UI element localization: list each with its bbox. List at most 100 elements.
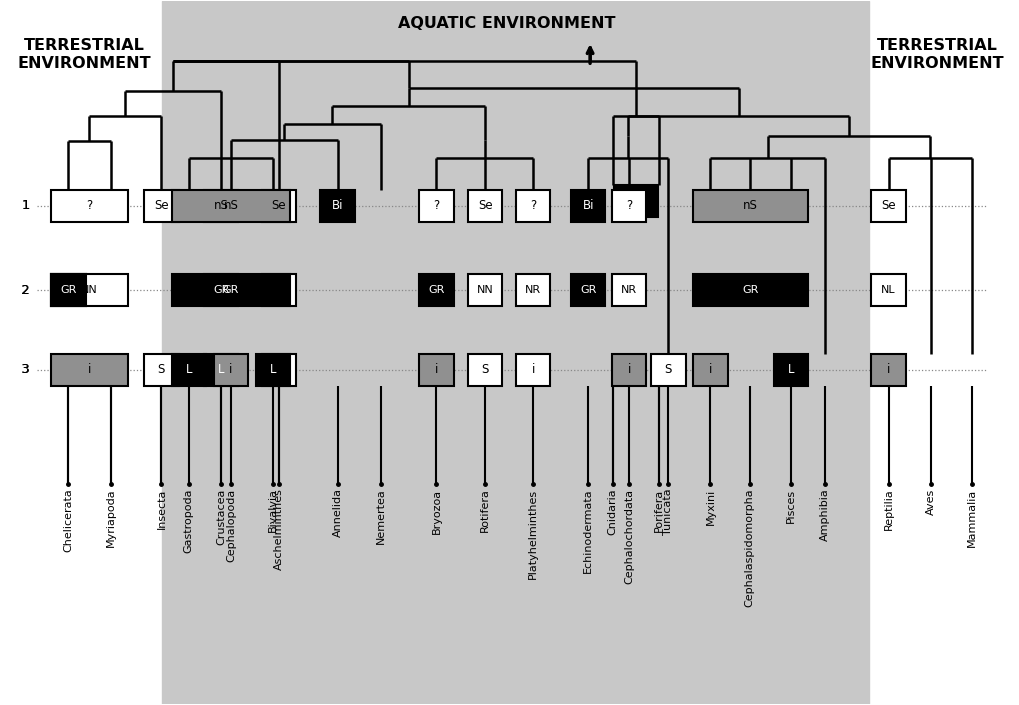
Text: Amphibia: Amphibia: [819, 489, 829, 541]
Text: GR: GR: [213, 286, 229, 295]
Text: Annelida: Annelida: [332, 489, 342, 537]
Bar: [320, 190, 355, 221]
Text: nS: nS: [223, 199, 238, 212]
Text: L: L: [787, 364, 793, 376]
Bar: [51, 274, 86, 306]
Text: NR: NR: [525, 286, 541, 295]
Bar: [262, 354, 296, 386]
Bar: [870, 354, 905, 386]
Text: Se: Se: [154, 199, 168, 212]
Text: 3: 3: [21, 364, 30, 376]
Text: ?: ?: [87, 199, 93, 212]
Text: NN: NN: [270, 286, 287, 295]
Text: i: i: [531, 364, 535, 376]
Text: 3: 3: [21, 364, 30, 376]
Bar: [611, 274, 646, 306]
Bar: [693, 190, 807, 221]
Bar: [204, 274, 238, 306]
Text: Se: Se: [271, 199, 286, 212]
Text: Reptilia: Reptilia: [882, 489, 893, 530]
Text: S: S: [664, 364, 672, 376]
Bar: [772, 354, 807, 386]
Text: ?: ?: [530, 199, 536, 212]
Bar: [419, 190, 453, 221]
Text: Bivalvia: Bivalvia: [268, 489, 278, 532]
Text: i: i: [434, 364, 438, 376]
Text: Nemertea: Nemertea: [375, 489, 385, 544]
Text: TERRESTRIAL
ENVIRONMENT: TERRESTRIAL ENVIRONMENT: [870, 38, 1004, 70]
Bar: [693, 274, 807, 306]
Bar: [870, 274, 905, 306]
Text: 2: 2: [21, 283, 30, 297]
Bar: [171, 274, 289, 306]
Bar: [262, 274, 296, 306]
Bar: [51, 354, 127, 386]
Bar: [571, 190, 604, 221]
Text: nS: nS: [743, 199, 757, 212]
Text: Aschelminthes: Aschelminthes: [273, 489, 283, 570]
Text: Cephalaspidomorpha: Cephalaspidomorpha: [744, 489, 754, 607]
Text: Cephalochordata: Cephalochordata: [624, 489, 634, 584]
Text: Bi: Bi: [630, 194, 641, 207]
Text: Myxini: Myxini: [705, 489, 714, 525]
Text: 1: 1: [21, 199, 30, 212]
Bar: [256, 354, 289, 386]
Bar: [51, 274, 86, 306]
Bar: [171, 190, 289, 221]
Text: Insecta: Insecta: [156, 489, 166, 529]
Bar: [516, 190, 550, 221]
Text: Chelicerata: Chelicerata: [63, 489, 73, 552]
Text: GR: GR: [60, 286, 76, 295]
Text: i: i: [708, 364, 711, 376]
Text: Rotifera: Rotifera: [480, 489, 490, 532]
Text: GR: GR: [222, 286, 238, 295]
Bar: [171, 354, 206, 386]
Bar: [214, 354, 248, 386]
Bar: [613, 185, 657, 216]
Text: S: S: [275, 364, 282, 376]
Bar: [204, 190, 238, 221]
Bar: [571, 274, 604, 306]
Text: Echinodermata: Echinodermata: [583, 489, 593, 573]
Text: L: L: [269, 364, 276, 376]
Text: ?: ?: [433, 199, 439, 212]
Bar: [693, 354, 727, 386]
Text: NN: NN: [82, 286, 98, 295]
Text: 1: 1: [21, 199, 30, 212]
Bar: [144, 354, 178, 386]
Text: Bryozoa: Bryozoa: [431, 489, 441, 534]
Text: i: i: [887, 364, 890, 376]
Text: Pisces: Pisces: [785, 489, 795, 522]
Text: nS: nS: [213, 199, 228, 212]
Text: i: i: [627, 364, 631, 376]
Text: i: i: [88, 364, 91, 376]
Text: Gastropoda: Gastropoda: [183, 489, 194, 553]
Bar: [144, 190, 178, 221]
Text: NL: NL: [880, 286, 895, 295]
Text: Aves: Aves: [925, 489, 934, 515]
Text: Myriapoda: Myriapoda: [105, 489, 115, 547]
Text: Tunicata: Tunicata: [662, 489, 673, 535]
Text: GR: GR: [580, 286, 596, 295]
Bar: [419, 274, 453, 306]
Text: AQUATIC ENVIRONMENT: AQUATIC ENVIRONMENT: [397, 16, 615, 31]
Text: Crustacea: Crustacea: [216, 489, 226, 545]
Text: Cnidaria: Cnidaria: [607, 489, 616, 535]
Bar: [204, 354, 238, 386]
Text: TERRESTRIAL
ENVIRONMENT: TERRESTRIAL ENVIRONMENT: [17, 38, 151, 70]
Bar: [51, 274, 127, 306]
Bar: [611, 354, 646, 386]
Text: Cephalopoda: Cephalopoda: [225, 489, 235, 562]
Bar: [516, 274, 550, 306]
Bar: [870, 190, 905, 221]
Bar: [611, 190, 646, 221]
Bar: [468, 190, 502, 221]
Text: Bi: Bi: [331, 199, 343, 212]
Bar: [468, 274, 502, 306]
Bar: [468, 354, 502, 386]
Text: Porifera: Porifera: [653, 489, 663, 532]
Text: Se: Se: [478, 199, 492, 212]
Bar: [262, 190, 296, 221]
Text: GR: GR: [742, 286, 758, 295]
Text: S: S: [158, 364, 165, 376]
